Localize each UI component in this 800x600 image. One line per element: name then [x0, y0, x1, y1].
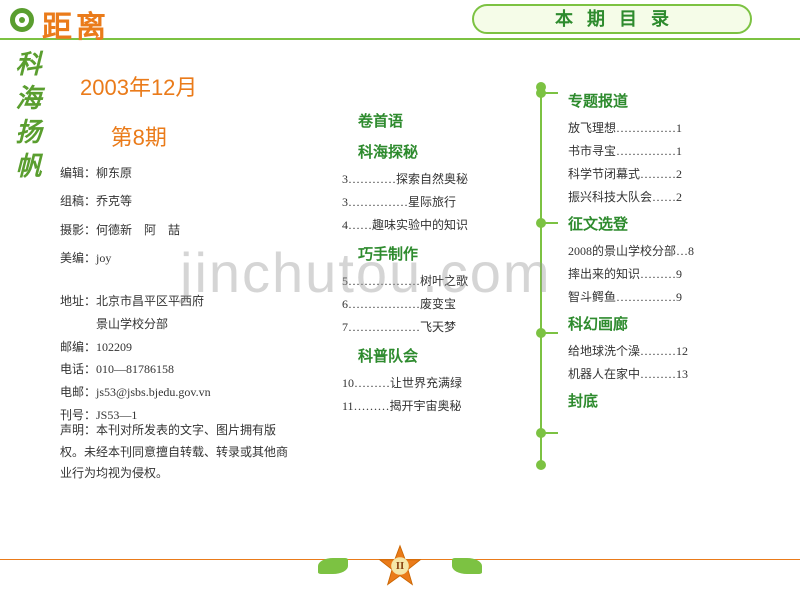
- toc-entry: 3……………星际旅行: [342, 193, 530, 210]
- section-title: 科海探秘: [358, 141, 530, 162]
- credits-block: 编辑：柳东原组稿：乔克等摄影：何德新 阿 喆美编：joy: [60, 160, 290, 274]
- toc-entry: 11………揭开宇宙奥秘: [342, 397, 530, 414]
- toc-entry: 6………………废变宝: [342, 295, 530, 312]
- toc-entry: 书市寻宝……………1: [568, 142, 758, 159]
- section-title: 征文选登: [568, 213, 758, 234]
- toc-entry: 摔出来的知识………9: [568, 265, 758, 282]
- toc-mid-column: 卷首语科海探秘 3…………探索自然奥秘 3……………星际旅行 4……趣味实验中的知识巧…: [330, 100, 530, 420]
- section-title: 巧手制作: [358, 243, 530, 264]
- address-row: 地址：北京市昌平区平西府 景山学校分部: [60, 290, 300, 336]
- toc-entry: 振兴科技大队会……2: [568, 188, 758, 205]
- credit-row: 摄影：何德新 阿 喆: [60, 217, 290, 243]
- toc-entry: 2008的景山学校分部…8: [568, 242, 758, 259]
- branch-dot-icon: [536, 460, 546, 470]
- toc-entry: 5………………树叶之歌: [342, 272, 530, 289]
- address-row: 电话：010—81786158: [60, 358, 300, 381]
- branch-dot-icon: [536, 218, 546, 228]
- toc-right-column: 专题报道放飞理想……………1 书市寻宝……………1 科学节闭幕式………2 振兴科技大队…: [548, 82, 758, 419]
- toc-entry: 给地球洗个澡………12: [568, 342, 758, 359]
- section-title: 卷首语: [358, 110, 530, 131]
- issue-block: 2003年12月 第8期: [80, 70, 197, 170]
- toc-entry: 智斗鳄鱼……………9: [568, 288, 758, 305]
- side-title: 科海扬帆: [8, 50, 45, 186]
- page-number: II: [396, 560, 405, 572]
- branch-dot-icon: [536, 328, 546, 338]
- toc-entry: 科学节闭幕式………2: [568, 165, 758, 182]
- section-title: 科幻画廊: [568, 313, 758, 334]
- section-title: 科普队会: [358, 345, 530, 366]
- address-block: 地址：北京市昌平区平西府 景山学校分部邮编：102209电话：010—81786…: [60, 290, 300, 427]
- credit-row: 组稿：乔克等: [60, 188, 290, 214]
- credit-row: 美编：joy: [60, 245, 290, 271]
- footer-decoration: II: [318, 544, 482, 588]
- toc-entry: 放飞理想……………1: [568, 119, 758, 136]
- toc-entry: 10………让世界充满绿: [342, 374, 530, 391]
- leaf-icon: [318, 558, 348, 574]
- branch-dot-icon: [536, 82, 546, 92]
- toc-tab: 本期目录: [472, 4, 752, 34]
- star-icon: II: [378, 544, 422, 588]
- credit-row: 编辑：柳东原: [60, 160, 290, 186]
- address-row: 电邮：js53@jsbs.bjedu.gov.vn: [60, 381, 300, 404]
- toc-entry: 机器人在家中………13: [568, 365, 758, 382]
- branch-dot-icon: [536, 428, 546, 438]
- logo-icon: [10, 8, 34, 32]
- toc-entry: 4……趣味实验中的知识: [342, 216, 530, 233]
- issue-date: 2003年12月: [80, 70, 197, 102]
- toc-vline: [540, 86, 542, 466]
- section-title: 专题报道: [568, 90, 758, 111]
- leaf-icon: [452, 558, 482, 574]
- section-title: 封底: [568, 390, 758, 411]
- toc-entry: 7………………飞天梦: [342, 318, 530, 335]
- address-row: 邮编：102209: [60, 336, 300, 359]
- disclaimer: 声明：本刊对所发表的文字、图片拥有版权。未经本刊同意擅自转载、转录或其他商业行为…: [60, 420, 290, 485]
- top-border: [0, 38, 800, 40]
- main-title: 距离: [42, 2, 110, 46]
- toc-entry: 3…………探索自然奥秘: [342, 170, 530, 187]
- issue-number: 第8期: [80, 120, 197, 152]
